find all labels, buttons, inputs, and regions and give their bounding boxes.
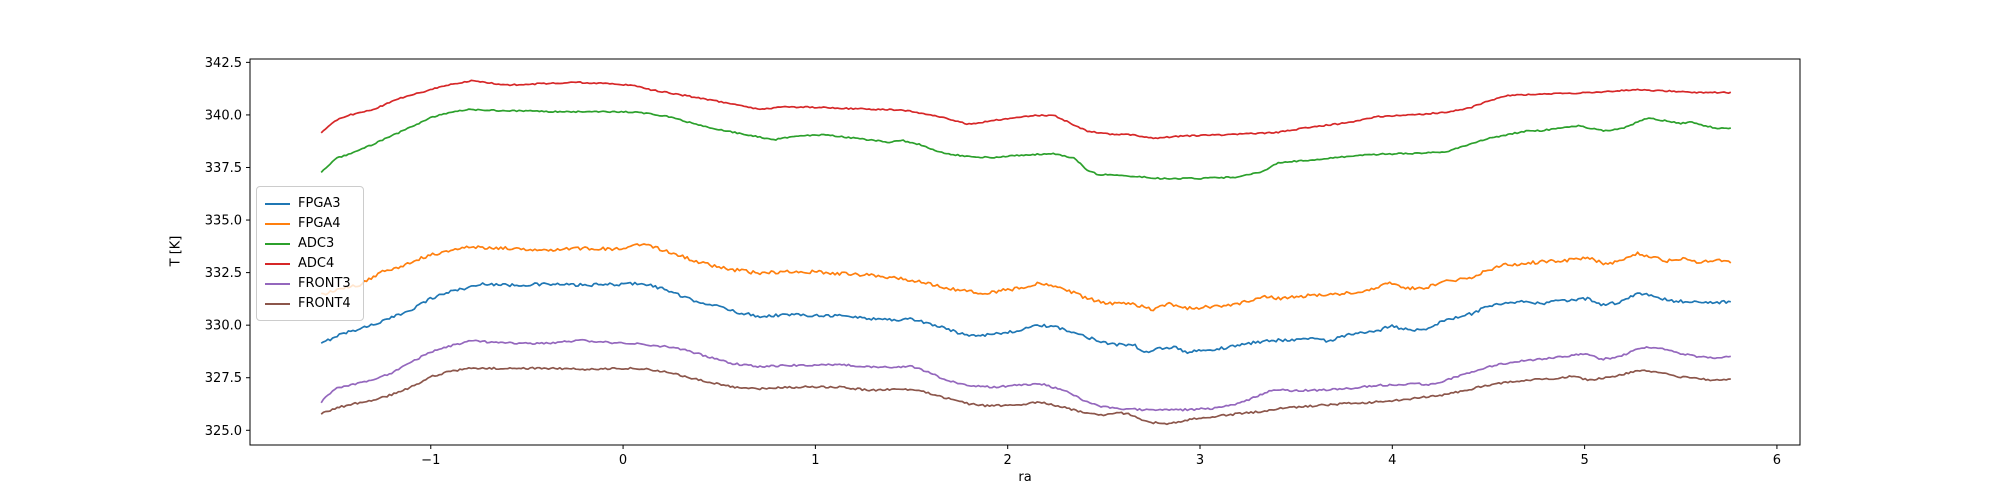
series-line-fpga4 <box>321 243 1732 312</box>
y-tick-label: 342.5 <box>205 56 242 71</box>
x-tick-label: 3 <box>1196 453 1204 468</box>
legend-line-swatch <box>265 282 290 285</box>
series-line-front4 <box>320 366 1731 426</box>
y-tick-label: 330.0 <box>205 319 242 334</box>
legend-label: FPGA4 <box>298 216 341 231</box>
legend-line-swatch <box>265 222 290 225</box>
x-axis-label: ra <box>1018 470 1032 485</box>
legend-item-front3: FRONT3 <box>265 274 353 293</box>
y-tick-label: 325.0 <box>205 424 242 439</box>
x-tick-label: 4 <box>1388 453 1396 468</box>
legend-label: ADC4 <box>298 256 335 271</box>
legend-line-swatch <box>265 202 290 205</box>
y-axis-label: T [K] <box>168 235 184 267</box>
x-tick-label: 2 <box>1004 453 1012 468</box>
axes-spines <box>249 58 1801 446</box>
series-line-adc4 <box>320 79 1732 140</box>
legend-label: FPGA3 <box>298 196 341 211</box>
legend-label: FRONT3 <box>298 276 351 291</box>
y-tick-label: 335.0 <box>205 214 242 229</box>
legend-label: ADC3 <box>298 236 335 251</box>
y-tick-label: 337.5 <box>205 161 242 176</box>
x-tick-label: 5 <box>1580 453 1588 468</box>
legend-item-adc4: ADC4 <box>265 254 353 273</box>
legend-line-swatch <box>265 262 290 265</box>
x-tick-label: −1 <box>421 453 440 468</box>
y-tick-label: 340.0 <box>205 108 242 123</box>
legend-line-swatch <box>265 242 290 245</box>
legend: FPGA3 FPGA4 ADC3 ADC4 FRONT3 FRONT4 <box>256 186 364 321</box>
legend-item-adc3: ADC3 <box>265 234 353 253</box>
legend-label: FRONT4 <box>298 296 351 311</box>
series-line-adc3 <box>320 108 1732 180</box>
series-line-fpga3 <box>320 281 1731 355</box>
x-tick-label: 6 <box>1773 453 1781 468</box>
series-line-front3 <box>320 338 1731 412</box>
legend-line-swatch <box>265 302 290 305</box>
x-tick-label: 1 <box>811 453 819 468</box>
y-tick-label: 327.5 <box>205 371 242 386</box>
legend-item-fpga3: FPGA3 <box>265 194 353 213</box>
legend-item-front4: FRONT4 <box>265 294 353 313</box>
legend-item-fpga4: FPGA4 <box>265 214 353 233</box>
y-tick-label: 332.5 <box>205 266 242 281</box>
x-tick-label: 0 <box>619 453 627 468</box>
